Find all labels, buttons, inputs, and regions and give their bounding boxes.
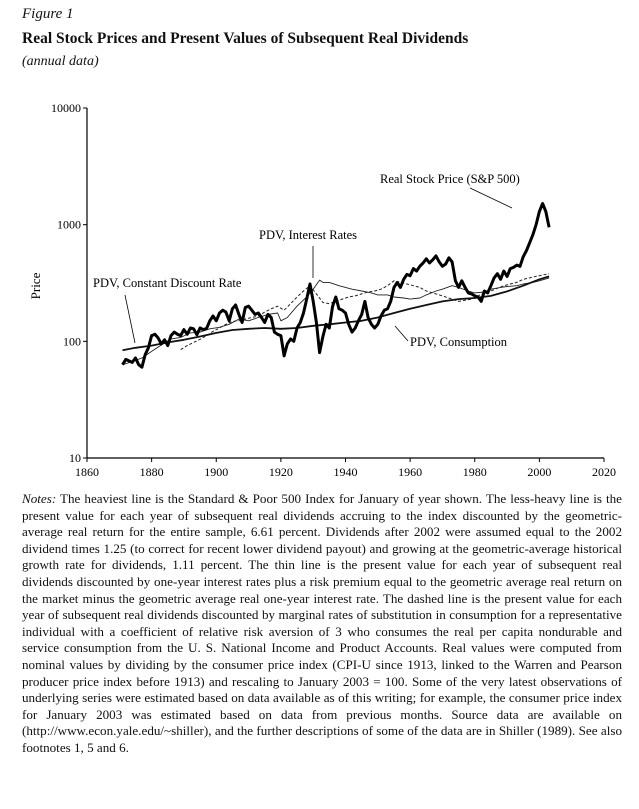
x-tick-label: 1940 [334,465,358,479]
annotation-label: Real Stock Price (S&P 500) [380,172,520,186]
y-axis-label: Price [28,272,43,299]
tick-labels: 1860 1880 1900 1920 1940 1960 1980 2000 2020 10 10… [51,101,616,479]
annotation-layer: Real Stock Price (S&P 500) PDV, Interest … [93,172,520,349]
notes-body: The heaviest line is the Standard & Poor… [22,491,622,755]
y-tick-label: 10 [69,451,81,465]
annotation-leader [394,325,409,342]
figure-title: Real Stock Prices and Present Values of … [22,30,469,47]
x-tick-label: 1860 [75,465,99,479]
annotation-leader [124,294,136,344]
x-tick-label: 1920 [269,465,293,479]
figure-subtitle: (annual data) [22,54,99,69]
figure-notes: Notes: The heaviest line is the Standard… [22,491,622,757]
y-tick-label: 100 [63,334,81,348]
annotation-leader [469,187,513,209]
x-tick-label: 1900 [204,465,228,479]
notes-lead: Notes: [22,491,57,506]
annotation-label: PDV, Consumption [410,335,508,349]
figure-label: Figure 1 [22,6,74,22]
x-tick-label: 2020 [592,465,616,479]
line-chart: 1860 1880 1900 1920 1940 1960 1980 2000 2020 10 10… [28,101,616,479]
y-tick-label: 1000 [57,218,81,232]
annotation-label: PDV, Interest Rates [259,228,357,242]
chart-axes [83,107,605,462]
y-tick-label: 10000 [51,101,81,115]
series-line-real-stock-price-s-p-500 [121,202,551,369]
x-tick-label: 1980 [463,465,487,479]
x-tick-label: 1960 [398,465,422,479]
annotation-label: PDV, Constant Discount Rate [93,276,242,290]
x-tick-label: 2000 [527,465,551,479]
x-tick-label: 1880 [140,465,164,479]
series-layer [121,202,551,369]
